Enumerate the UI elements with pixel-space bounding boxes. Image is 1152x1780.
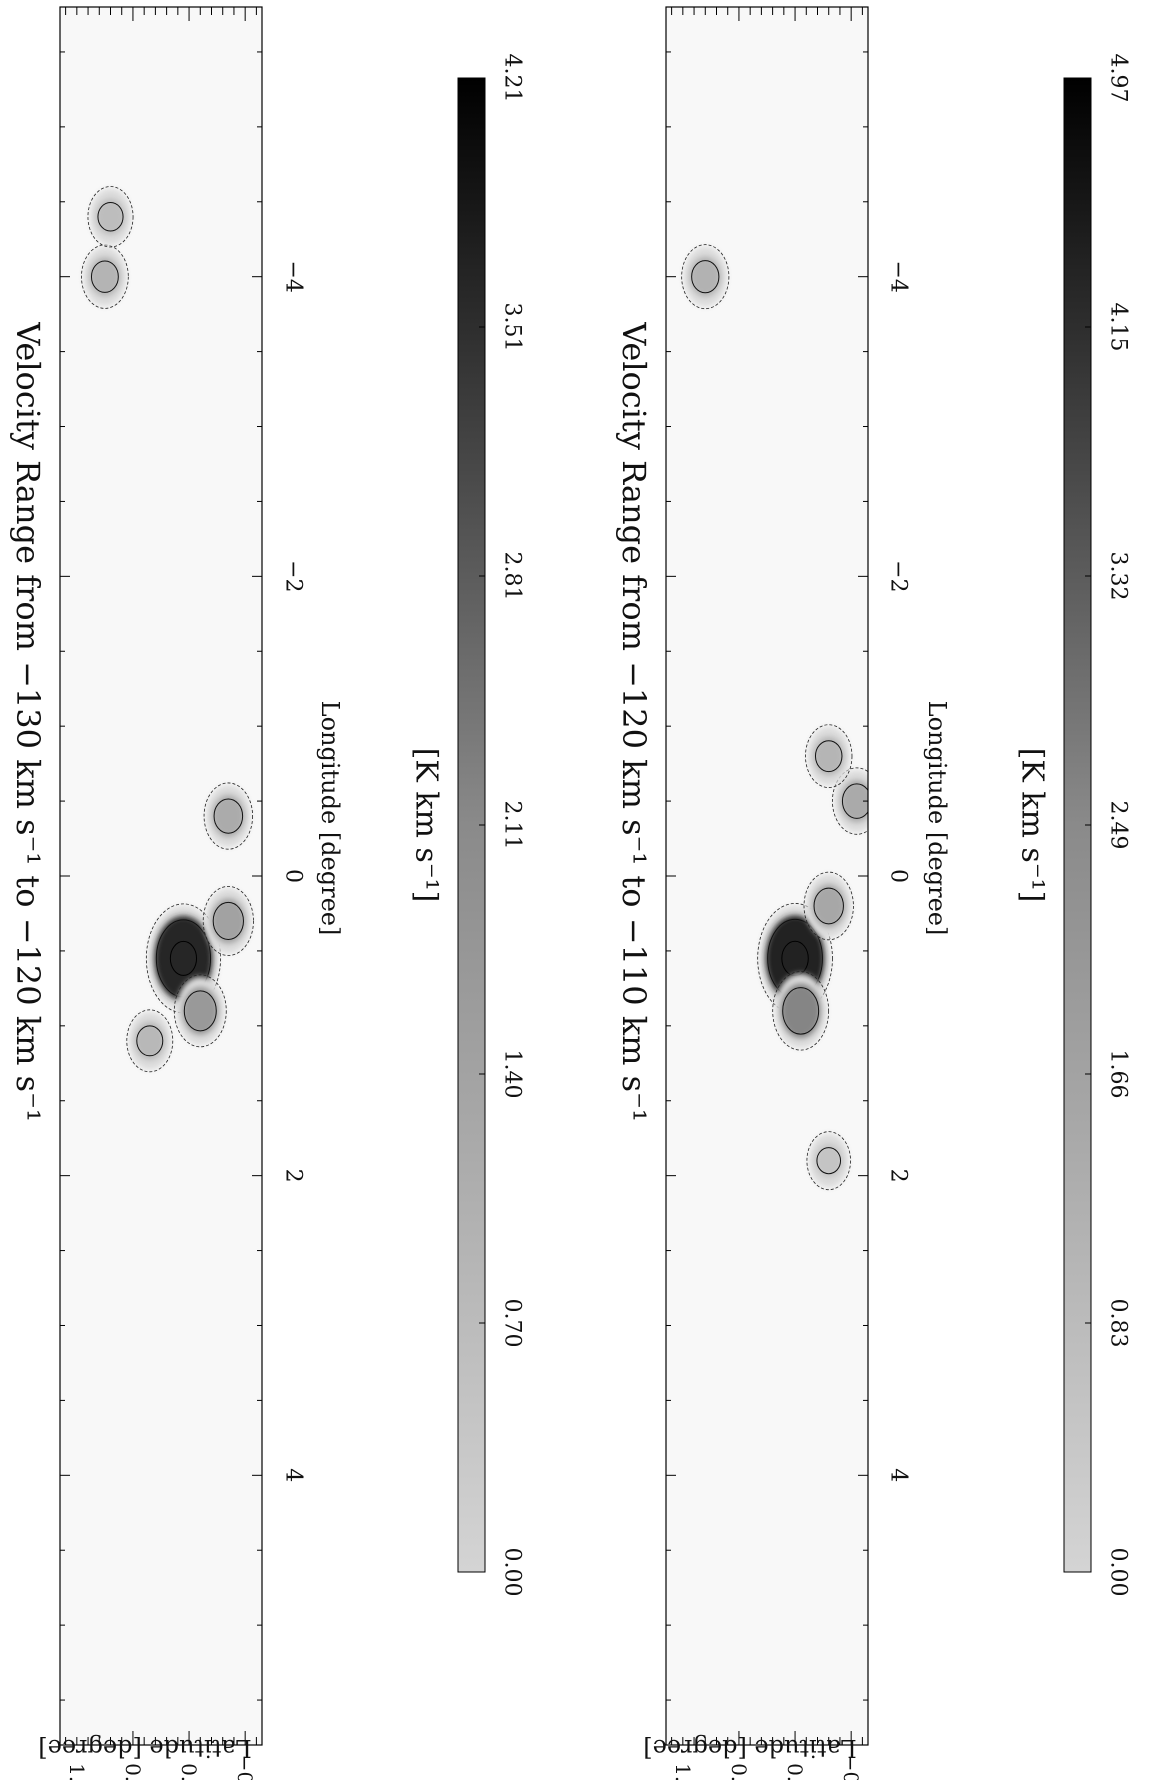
contour-solid [814, 740, 843, 773]
contour-solid [213, 798, 244, 834]
contour-solid [841, 783, 868, 819]
latitude-tick-label: 0.0 [783, 1763, 807, 1780]
colorbar-tick-label: 2.81 [500, 552, 525, 601]
latitude-tick-label: 1.0 [65, 1763, 89, 1780]
emission-blob [814, 1143, 843, 1178]
colorbar-tick-label: 2.11 [500, 801, 525, 850]
emission-blob [812, 884, 846, 928]
colorbar-label: [K km s⁻¹] [1015, 748, 1050, 903]
colorbar-tick-label: 4.21 [500, 54, 525, 103]
colorbar-tick-label: 0.70 [500, 1299, 525, 1348]
colorbar-tick-label: 2.49 [1106, 801, 1131, 850]
contour-dashed [681, 244, 730, 310]
y-axis-label: Latitude [degree] [38, 1734, 251, 1762]
contour-solid [212, 901, 244, 940]
longitude-tick-label: −2 [886, 560, 911, 592]
contour-dashed [832, 767, 868, 835]
emission-blob [840, 779, 868, 823]
contour-solid [691, 260, 720, 294]
colorbar-tick-label: 4.97 [1106, 54, 1131, 103]
contour-inner [169, 940, 198, 976]
longitude-tick-label: −2 [281, 560, 306, 592]
emission-features [681, 244, 868, 1191]
contour-dashed [806, 1131, 851, 1191]
colorbar-tick-label: 0.00 [1106, 1548, 1131, 1597]
longitude-tick-label: −4 [886, 260, 911, 292]
latitude-tick-label: 0.5 [121, 1763, 145, 1780]
longitude-tick-label: 2 [886, 1169, 911, 1183]
contour-solid [782, 987, 820, 1035]
longitude-tick-label: 0 [886, 869, 911, 883]
latitude-tick-label: −0.5 [233, 1755, 257, 1780]
colorbar-label: [K km s⁻¹] [409, 748, 444, 903]
longitude-tick-label: 0 [281, 869, 306, 883]
contour-solid [183, 990, 217, 1032]
panel-title: Velocity Range from −130 km s⁻¹ to −120 … [9, 321, 47, 1122]
latitude-tick-label: −0.5 [839, 1755, 863, 1780]
emission-blob [134, 1021, 165, 1060]
longitude-tick-label: −4 [281, 260, 306, 292]
contour-dashed [126, 1009, 174, 1073]
emission-blob [211, 898, 246, 944]
colorbar-tick-label: 0.83 [1106, 1299, 1131, 1348]
longitude-tick-label: 2 [281, 1169, 306, 1183]
x-axis-label: Longitude [degree] [316, 701, 344, 936]
colorbar-tick-label: 1.66 [1106, 1050, 1131, 1099]
emission-blob [95, 198, 126, 236]
x-axis-label: Longitude [degree] [923, 701, 951, 936]
colorbar-tick-label: 4.15 [1106, 303, 1131, 352]
contour-dashed [87, 186, 134, 248]
contour-solid [97, 201, 124, 232]
contour-dashed [772, 971, 830, 1051]
emission-blob [212, 794, 245, 838]
panel-title: Velocity Range from −120 km s⁻¹ to −110 … [615, 321, 653, 1122]
emission-blob [89, 256, 121, 297]
emission-blob [780, 983, 821, 1039]
colorbar-tick-label: 1.40 [500, 1050, 525, 1099]
emission-features [81, 186, 254, 1073]
colorbar-tick-label: 3.51 [500, 303, 525, 352]
contour-solid [136, 1025, 164, 1057]
contour-dashed [202, 885, 254, 956]
contour-dashed [803, 871, 854, 941]
contour-dashed [203, 782, 254, 850]
latitude-tick-label: 1.0 [671, 1763, 695, 1780]
emission-blob [813, 736, 844, 776]
contour-solid [90, 260, 119, 293]
contour-dashed [173, 974, 227, 1048]
latitude-tick-label: 0.0 [177, 1763, 201, 1780]
contour-dashed [81, 244, 129, 309]
longitude-tick-label: 4 [886, 1468, 911, 1482]
colorbar-tick-label: 0.00 [500, 1548, 525, 1597]
contour-dashed [757, 903, 833, 1014]
longitude-tick-label: 4 [281, 1468, 306, 1482]
emission-blob [689, 256, 721, 297]
panel-1: 4 2 0 −2 −4 1.0 0.5 0.0 −0.5 Velocity Range from … [9, 6, 525, 1780]
latitude-tick-label: 0.5 [727, 1763, 751, 1780]
colorbar-tick-label: 3.32 [1106, 552, 1131, 601]
contour-dashed [805, 724, 853, 788]
y-axis-label: Latitude [degree] [643, 1734, 856, 1762]
emission-blob [182, 986, 219, 1035]
contour-solid [813, 887, 844, 925]
panel-2: 4 2 0 −2 −4 1.0 0.5 0.0 −0.5 Velocity Range from … [615, 6, 1131, 1780]
contour-solid [816, 1147, 842, 1175]
